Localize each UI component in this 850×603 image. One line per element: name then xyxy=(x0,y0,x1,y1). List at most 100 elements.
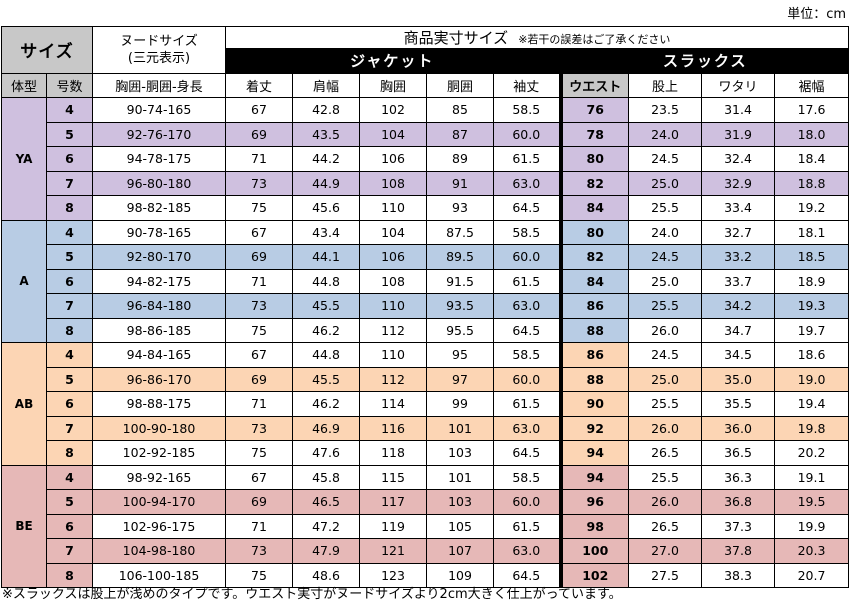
slacks-waist-cell: 82 xyxy=(558,170,629,196)
table-cell: 73 xyxy=(225,170,293,196)
table-cell: 44.2 xyxy=(292,146,360,172)
table-cell: 104 xyxy=(359,219,427,245)
table-cell: 58.5 xyxy=(493,219,561,245)
table-cell: 91 xyxy=(426,170,494,196)
table-cell: 26.0 xyxy=(628,489,702,515)
size-number-cell: 6 xyxy=(46,146,93,172)
table-cell: 47.6 xyxy=(292,440,360,466)
table-cell: 102 xyxy=(359,97,427,123)
table-cell: 98-92-165 xyxy=(92,464,226,490)
table-cell: 47.2 xyxy=(292,513,360,539)
table-cell: 112 xyxy=(359,366,427,392)
size-number-cell: 5 xyxy=(46,244,93,270)
table-row: 7 104-98-180 73 47.9 121 107 63.0 100 27.0 37.8 20… xyxy=(2,538,850,564)
table-cell: 24.0 xyxy=(628,121,702,147)
table-row: YA 4 90-74-165 67 42.8 102 85 58.5 76 23.5 31.4 17.… xyxy=(1,97,850,221)
slacks-waist-cell: 76 xyxy=(558,97,629,123)
table-cell: 24.5 xyxy=(628,146,702,172)
body-type-header: 体型 xyxy=(1,72,47,98)
table-cell: 87 xyxy=(426,121,494,147)
table-cell: 69 xyxy=(225,489,293,515)
table-cell: 25.0 xyxy=(628,170,702,196)
nude-size-label: ヌードサイズ xyxy=(120,33,198,49)
table-cell: 69 xyxy=(225,366,293,392)
table-cell: 110 xyxy=(359,342,427,368)
table-cell: 64.5 xyxy=(493,317,561,343)
table-row: 6 94-78-175 71 44.2 106 89 61.5 80 24.5 32.4 18.4 xyxy=(2,146,850,172)
slacks-waist-cell: 90 xyxy=(558,391,629,417)
table-cell: 45.6 xyxy=(292,195,360,221)
table-cell: 25.5 xyxy=(628,391,702,417)
table-cell: 58.5 xyxy=(493,464,561,490)
table-cell: 34.5 xyxy=(701,342,775,368)
size-number-cell: 4 xyxy=(46,219,93,245)
table-cell: 25.5 xyxy=(628,293,702,319)
product-size-title: 商品実寸サイズ xyxy=(403,29,509,47)
table-row: A 4 90-78-165 67 43.4 104 87.5 58.5 80 24.0 32.7 18… xyxy=(1,219,850,343)
table-cell: 67 xyxy=(225,342,293,368)
table-cell: 106 xyxy=(359,244,427,270)
slacks-waist-cell: 100 xyxy=(558,538,629,564)
table-cell: 63.0 xyxy=(493,538,561,564)
table-cell: 58.5 xyxy=(493,342,561,368)
table-row: 8 102-92-185 75 47.6 118 103 64.5 94 26.5 36.5 20.… xyxy=(2,440,850,466)
col-header-thigh: ワタリ xyxy=(701,72,775,98)
table-cell: 103 xyxy=(426,440,494,466)
table-cell: 33.7 xyxy=(701,268,775,294)
table-cell: 60.0 xyxy=(493,489,561,515)
table-cell: 108 xyxy=(359,268,427,294)
table-cell: 43.5 xyxy=(292,121,360,147)
slacks-waist-cell: 80 xyxy=(558,219,629,245)
table-cell: 116 xyxy=(359,415,427,441)
table-cell: 19.2 xyxy=(773,195,850,221)
table-cell: 34.7 xyxy=(701,317,775,343)
table-cell: 96-80-180 xyxy=(92,170,226,196)
table-cell: 71 xyxy=(225,391,293,417)
table-cell: 25.0 xyxy=(628,366,702,392)
table-cell: 89.5 xyxy=(426,244,494,270)
jacket-header: ジャケット xyxy=(225,48,561,74)
col-header-jacket-length: 着丈 xyxy=(225,72,293,98)
table-cell: 107 xyxy=(426,538,494,564)
table-cell: 89 xyxy=(426,146,494,172)
table-cell: 98-88-175 xyxy=(92,391,226,417)
table-cell: 67 xyxy=(225,97,293,123)
table-cell: 20.3 xyxy=(773,538,850,564)
slacks-waist-cell: 86 xyxy=(558,342,629,368)
size-number-cell: 8 xyxy=(46,440,93,466)
table-cell: 73 xyxy=(225,415,293,441)
table-cell: 38.3 xyxy=(701,562,775,588)
footnote: ※スラックスは股上が浅めのタイプです。ウエスト実寸がヌードサイズより2cm大きく… xyxy=(2,587,622,602)
table-cell: 44.9 xyxy=(292,170,360,196)
size-number-cell: 6 xyxy=(46,391,93,417)
table-cell: 58.5 xyxy=(493,97,561,123)
table-cell: 103 xyxy=(426,489,494,515)
slacks-header: スラックス xyxy=(558,48,850,74)
table-cell: 43.4 xyxy=(292,219,360,245)
table-cell: 94-82-175 xyxy=(92,268,226,294)
table-cell: 32.7 xyxy=(701,219,775,245)
table-cell: 102-96-175 xyxy=(92,513,226,539)
number-header: 号数 xyxy=(46,72,93,98)
table-row: 8 106-100-185 75 48.6 123 109 64.5 102 27.5 38.3 2… xyxy=(2,562,850,588)
product-size-title-cell: 商品実寸サイズ ※若干の誤差はご了承ください xyxy=(224,26,850,49)
table-cell: 37.8 xyxy=(701,538,775,564)
table-cell: 71 xyxy=(225,268,293,294)
table-cell: 35.5 xyxy=(701,391,775,417)
table-cell: 34.2 xyxy=(701,293,775,319)
slacks-waist-cell: 86 xyxy=(558,293,629,319)
table-cell: 67 xyxy=(225,464,293,490)
table-cell: 18.6 xyxy=(773,342,850,368)
table-cell: 18.0 xyxy=(773,121,850,147)
table-cell: 96-84-180 xyxy=(92,293,226,319)
table-cell: 45.8 xyxy=(292,464,360,490)
table-cell: 110 xyxy=(359,293,427,319)
table-cell: 19.8 xyxy=(773,415,850,441)
body-type-cell: YA xyxy=(1,97,47,221)
table-cell: 112 xyxy=(359,317,427,343)
table-cell: 46.5 xyxy=(292,489,360,515)
table-cell: 102-92-185 xyxy=(92,440,226,466)
table-cell: 60.0 xyxy=(493,121,561,147)
table-cell: 73 xyxy=(225,293,293,319)
table-cell: 19.7 xyxy=(773,317,850,343)
